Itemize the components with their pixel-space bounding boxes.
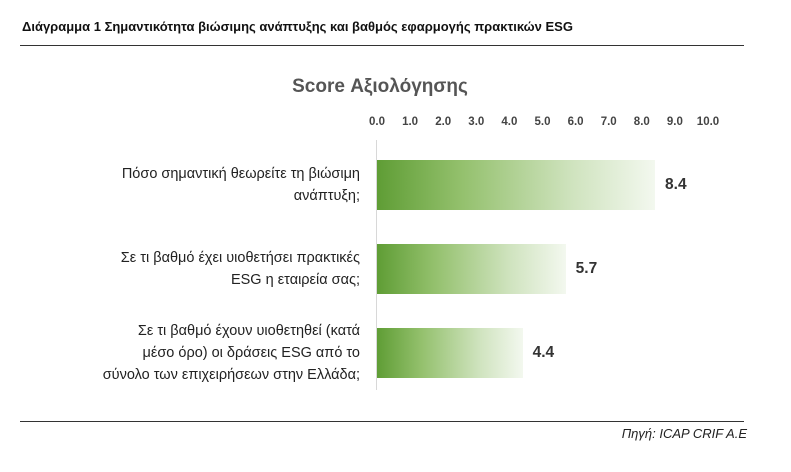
category-label-line: Πόσο σημαντική θεωρείτε τη βιώσιμη [121, 166, 360, 182]
x-tick-label: 0.0 [369, 116, 385, 128]
category-label-line: ESG η εταιρεία σας; [230, 272, 360, 288]
source-note: Πηγή: ICAP CRIF A.E [621, 426, 747, 441]
x-tick-label: 1.0 [402, 116, 419, 128]
category-label-line: Σε τι βαθμό έχει υιοθετήσει πρακτικές [120, 250, 360, 266]
bar [377, 160, 656, 210]
category-label: Σε τι βαθμό έχουν υιοθετηθεί (κατά μέσο ό… [20, 320, 360, 386]
x-tick-label: 2.0 [435, 116, 452, 128]
x-tick-label: 5.0 [534, 116, 551, 128]
x-tick-label: 10.0 [696, 116, 720, 128]
x-axis-ticks: 0.0 1.0 2.0 3.0 4.0 5.0 6.0 7.0 8.0 9.0 10.0 [0, 116, 791, 132]
bar-value-label: 4.4 [532, 344, 555, 361]
x-tick-label: 8.0 [633, 116, 650, 128]
x-tick-label: 9.0 [666, 116, 683, 128]
category-label-line: ανάπτυξη; [293, 188, 360, 204]
category-label-line: μέσο όρο) οι δράσεις ESG από το [142, 345, 360, 361]
bar-value-label: 8.4 [665, 176, 687, 193]
top-rule [20, 45, 744, 46]
category-label: Σε τι βαθμό έχει υιοθετήσει πρακτικές ESG… [20, 247, 360, 291]
axis-line [376, 140, 377, 390]
category-label-line: σύνολο των επιχειρήσεων στην Ελλάδα; [102, 367, 360, 383]
category-label: Πόσο σημαντική θεωρείτε τη βιώσιμη ανάπτυ… [20, 163, 360, 207]
x-tick-label: 4.0 [501, 116, 518, 128]
bottom-rule [20, 421, 744, 422]
figure-caption: Διάγραμμα 1 Σημαντικότητα βιώσιμης ανάπτ… [22, 19, 573, 34]
x-tick-label: 3.0 [468, 116, 485, 128]
x-tick-label: 7.0 [600, 116, 617, 128]
category-label-line: Σε τι βαθμό έχουν υιοθετηθεί (κατά [137, 323, 360, 339]
x-tick-label: 6.0 [567, 116, 584, 128]
chart-title: Score Αξιολόγησης [292, 76, 468, 97]
bar-value-label: 5.7 [575, 260, 598, 277]
bar [377, 328, 523, 378]
bar [377, 244, 566, 294]
